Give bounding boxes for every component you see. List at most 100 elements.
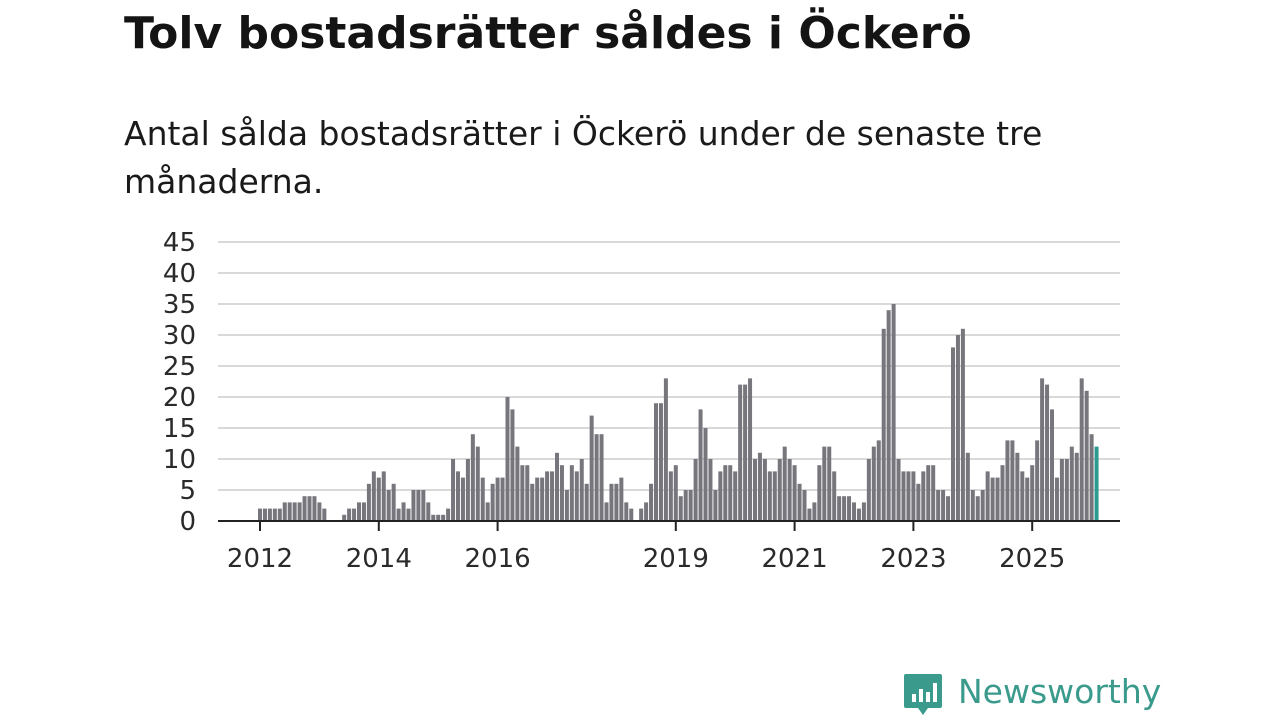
bar (852, 502, 856, 521)
bar (451, 459, 456, 521)
bar (856, 508, 861, 521)
x-tick-label: 2019 (643, 544, 709, 574)
bar (713, 490, 718, 521)
y-tick-label: 45 (163, 228, 196, 258)
bar (728, 465, 733, 521)
bar (703, 428, 708, 521)
chart-title: Tolv bostadsrätter såldes i Öckerö (124, 8, 972, 59)
bar (792, 465, 797, 521)
bar (371, 471, 376, 521)
bar (812, 502, 817, 521)
bar (757, 452, 762, 521)
bars (258, 304, 1099, 521)
bar (896, 459, 901, 521)
bar (292, 502, 297, 521)
bar (302, 496, 307, 521)
bar (1030, 465, 1035, 521)
bar (574, 471, 579, 521)
bar (762, 459, 767, 521)
bar (1069, 446, 1074, 521)
bar (475, 446, 480, 521)
bar (262, 508, 267, 521)
bar (470, 434, 475, 521)
y-tick-label: 20 (163, 383, 196, 413)
bar (297, 502, 302, 521)
bar (604, 502, 609, 521)
bar (639, 508, 644, 521)
bar (931, 465, 936, 521)
x-axis: 2012 2014 2016 2019 2021 2023 2025 (218, 520, 1120, 574)
bar (891, 304, 896, 521)
bar (861, 502, 866, 521)
bar (609, 483, 614, 521)
bar (540, 477, 545, 521)
bar (564, 490, 569, 521)
bar (1050, 409, 1054, 521)
bar (668, 471, 673, 521)
bar (886, 310, 891, 521)
bar (777, 459, 782, 521)
bar (936, 490, 941, 521)
bar (698, 409, 703, 521)
x-tick-label: 2014 (346, 544, 412, 574)
bar (456, 471, 460, 521)
bar (1040, 378, 1045, 521)
bar (614, 483, 619, 521)
bar (391, 483, 396, 521)
bar (663, 378, 668, 521)
bar (658, 403, 663, 521)
bar (357, 502, 361, 521)
bar (287, 502, 292, 521)
brand-name: Newsworthy (958, 672, 1162, 711)
bar (431, 514, 436, 521)
bar (426, 502, 431, 521)
bar (515, 446, 520, 521)
bar (396, 508, 401, 521)
bar (441, 514, 446, 521)
bar (847, 496, 852, 521)
bar (1025, 477, 1030, 521)
bar (941, 490, 946, 521)
bar (500, 477, 505, 521)
bar (485, 502, 490, 521)
y-tick-label: 5 (179, 476, 196, 506)
bar (693, 459, 698, 521)
bar (772, 471, 777, 521)
bar (530, 483, 535, 521)
bar (807, 508, 812, 521)
bar (401, 502, 406, 521)
bar (832, 471, 837, 521)
bar (822, 446, 827, 521)
bar (753, 459, 757, 521)
bar (505, 397, 510, 521)
bar (901, 471, 906, 521)
bar (1079, 378, 1084, 521)
x-tick-label: 2021 (762, 544, 828, 574)
bar (980, 490, 985, 521)
bar (282, 502, 287, 521)
y-tick-label: 25 (163, 352, 196, 382)
bar (272, 508, 277, 521)
bar (876, 440, 881, 521)
bar (342, 514, 347, 521)
bar (911, 471, 916, 521)
bar (411, 490, 416, 521)
bar (683, 490, 688, 521)
bar (921, 471, 926, 521)
x-tick-label: 2012 (227, 544, 293, 574)
bar (446, 508, 451, 521)
bar (490, 483, 495, 521)
bar (1010, 440, 1015, 521)
bar (970, 490, 975, 521)
bar (1054, 477, 1059, 521)
bar (955, 335, 960, 521)
bar (624, 502, 629, 521)
bar (990, 477, 995, 521)
bar (480, 477, 485, 521)
bar (654, 403, 658, 521)
bar (649, 483, 654, 521)
bar (416, 490, 421, 521)
bar (1015, 452, 1020, 521)
y-tick-label: 35 (163, 290, 196, 320)
